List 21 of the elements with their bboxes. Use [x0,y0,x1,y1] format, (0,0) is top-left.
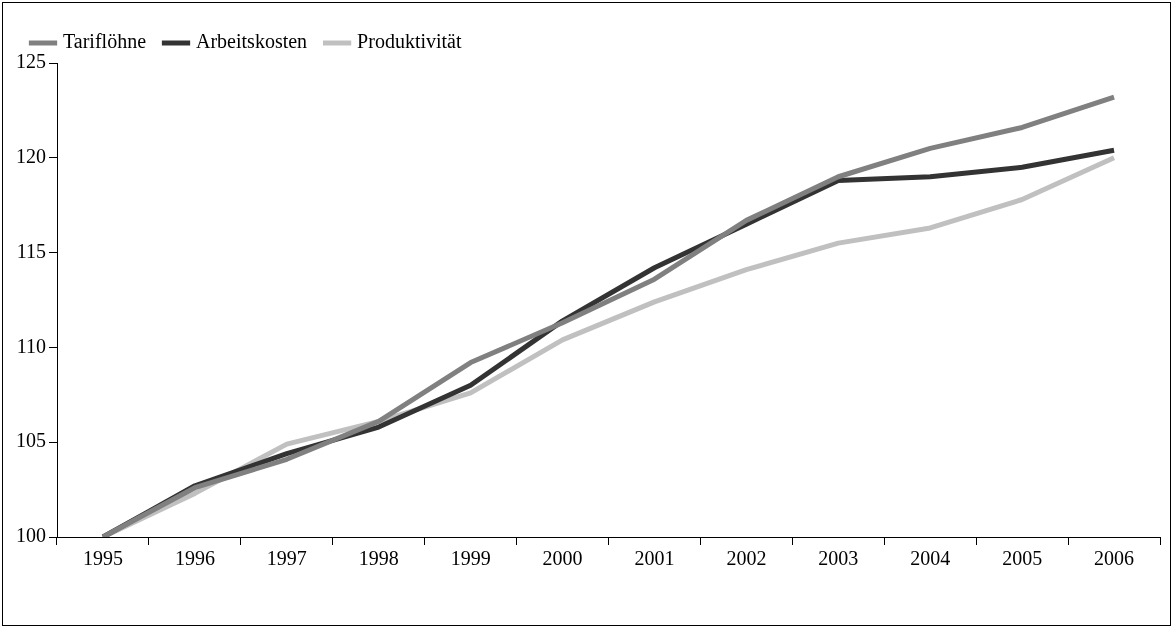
x-tick-label: 1999 [450,547,491,570]
x-tick-label: 2005 [1002,547,1043,570]
legend-label: Arbeitskosten [196,30,308,53]
x-tick-label: 1998 [358,547,399,570]
y-tick-label: 100 [16,524,46,547]
x-tick-label: 2004 [910,547,951,570]
x-tick-label: 1996 [174,547,215,570]
y-tick-label: 125 [16,50,46,73]
x-tick-label: 2006 [1094,547,1135,570]
legend-label: Tariflöhne [63,30,147,53]
x-tick-label: 2000 [542,547,583,570]
y-tick-label: 115 [16,239,46,262]
x-tick-label: 2002 [726,547,767,570]
legend-label: Produktivität [357,30,462,53]
x-tick-label: 1997 [266,547,307,570]
x-tick-label: 2001 [634,547,675,570]
y-tick-label: 110 [16,334,46,357]
x-tick-label: 2003 [818,547,859,570]
y-tick-label: 105 [16,429,46,452]
y-tick-label: 120 [16,145,46,168]
x-tick-label: 1995 [82,547,123,570]
